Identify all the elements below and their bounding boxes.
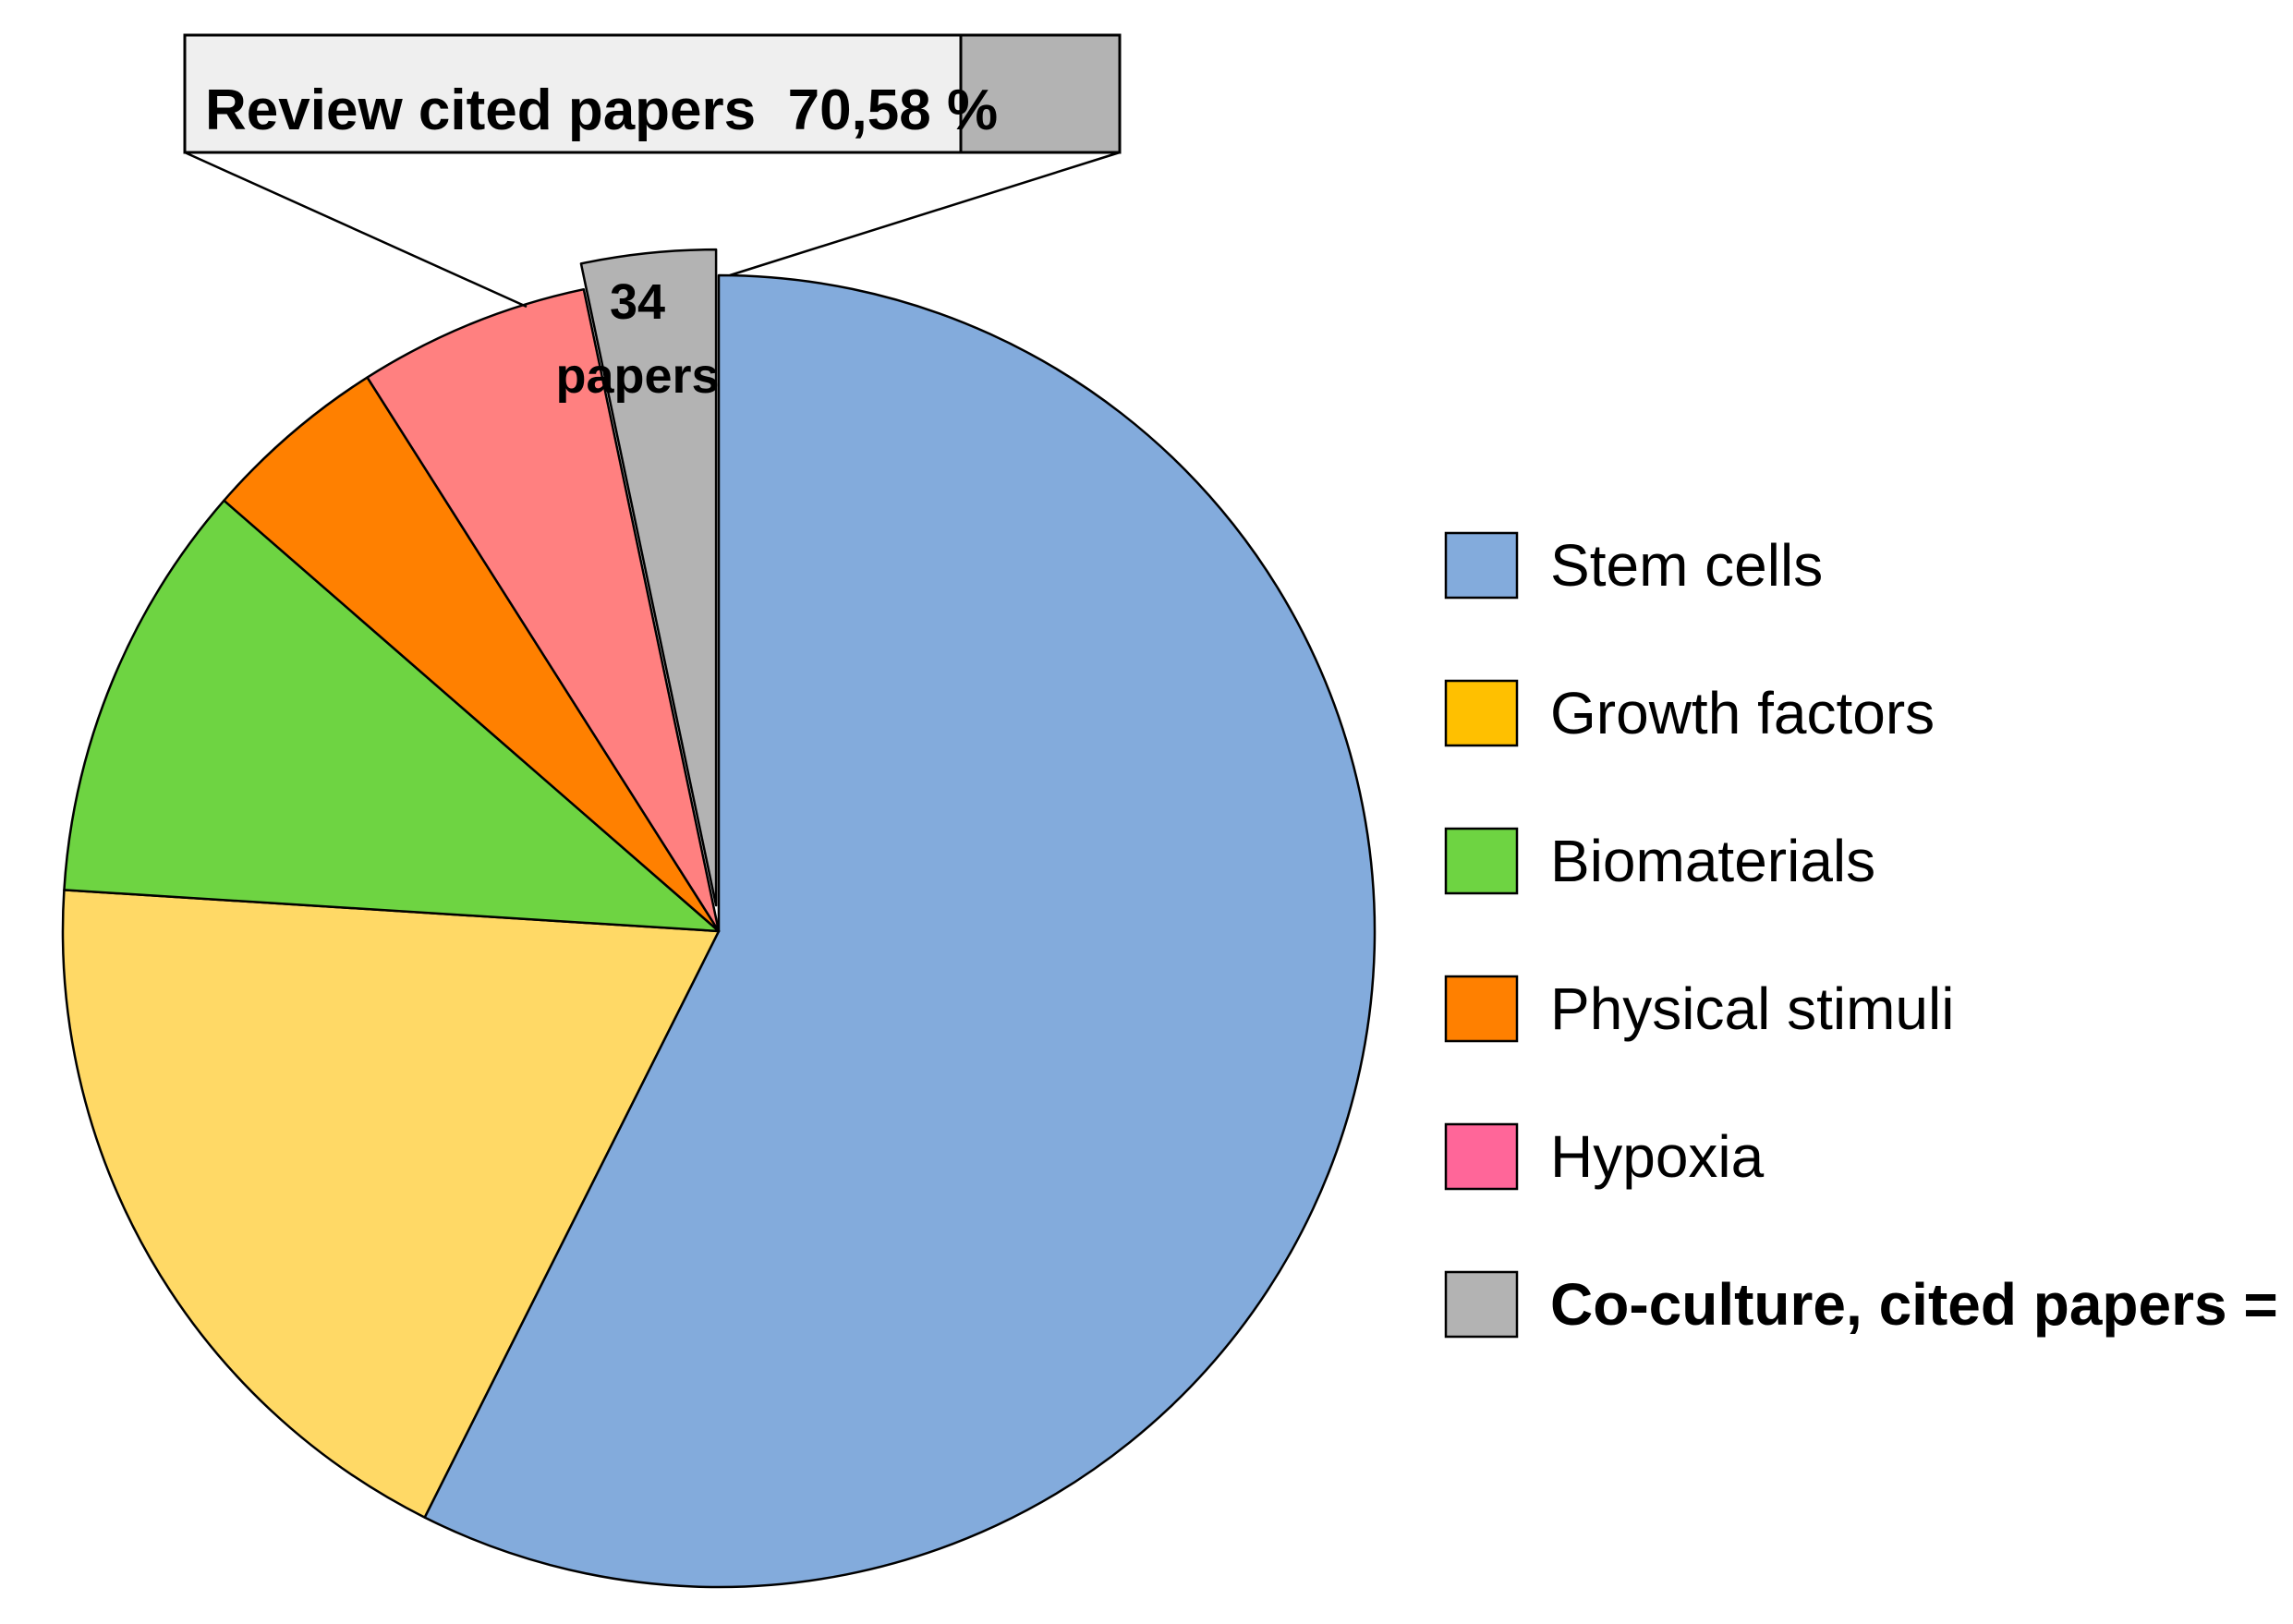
pie-slice-stem-cells bbox=[423, 273, 1377, 1589]
legend-swatch bbox=[1444, 827, 1519, 895]
legend-label: Hypoxia bbox=[1550, 1123, 1765, 1190]
exploded-slice-label-unit: papers bbox=[555, 348, 719, 404]
legend-label: Stem cells bbox=[1550, 532, 1823, 599]
legend-swatch bbox=[1444, 679, 1519, 747]
pie-slice-hypoxia bbox=[366, 287, 721, 933]
legend-label: Biomaterials bbox=[1550, 828, 1875, 894]
legend-swatch bbox=[1444, 975, 1519, 1043]
callout-swatch bbox=[959, 33, 1122, 154]
legend-label: Co-culture, cited papers = 24 bbox=[1550, 1271, 2293, 1338]
pie-slice-physical-stimuli bbox=[223, 376, 721, 933]
legend-swatch bbox=[1444, 1122, 1519, 1191]
pie-slices bbox=[61, 248, 1377, 1589]
legend-label: Growth factors bbox=[1550, 680, 1935, 746]
callout-connector-left bbox=[184, 151, 528, 309]
callout-connector-right bbox=[729, 151, 1121, 277]
pie-slice-biomaterials bbox=[63, 499, 721, 933]
legend: Stem cells Growth factors Biomaterials Phys… bbox=[1444, 531, 2293, 1339]
legend-swatch bbox=[1444, 531, 1519, 600]
callout-label: Review cited papers 70,58 % bbox=[205, 79, 998, 142]
legend-swatch bbox=[1444, 1270, 1519, 1339]
pie-slice-growth-factors bbox=[61, 889, 721, 1519]
pie-slice-co-culture-cited-papers-24 bbox=[579, 248, 718, 907]
exploded-slice-label-count: 34 bbox=[610, 274, 665, 330]
legend-label: Physical stimuli bbox=[1550, 976, 1954, 1042]
